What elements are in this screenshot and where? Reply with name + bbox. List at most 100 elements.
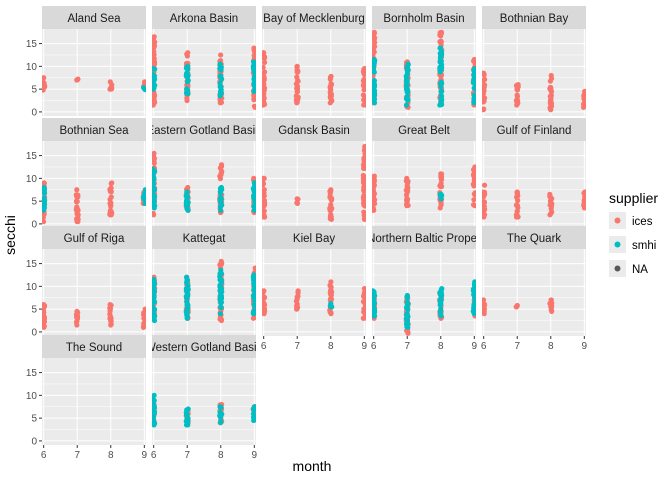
data-point-smhi (218, 76, 225, 82)
data-point-ices (328, 292, 334, 299)
data-point-ices (152, 154, 157, 161)
data-point-smhi (437, 311, 444, 317)
data-point-ices (107, 79, 113, 85)
data-point-ices (42, 301, 47, 308)
data-point-smhi (250, 63, 256, 69)
data-point-ices (438, 202, 444, 208)
data-point-ices (108, 212, 114, 218)
data-point-ices (482, 106, 486, 113)
data-point-ices (470, 172, 476, 178)
data-point-smhi (42, 184, 47, 191)
data-point-ices (328, 73, 334, 79)
data-point-ices (262, 300, 267, 306)
data-point-ices (361, 87, 366, 93)
data-point-ices (262, 175, 266, 181)
data-point-ices (74, 218, 80, 225)
x-tick-label: 6 (151, 450, 157, 461)
data-point-ices (372, 207, 376, 213)
data-point-smhi (218, 88, 224, 94)
data-point-ices (482, 77, 486, 83)
facet-title: The Sound (66, 342, 122, 354)
data-point-smhi (183, 274, 190, 280)
panel-background (42, 249, 146, 336)
x-tick-label: 9 (142, 450, 148, 461)
data-point-smhi (42, 196, 46, 202)
data-point-ices (471, 197, 476, 203)
data-point-ices (42, 323, 47, 329)
data-point-ices (295, 288, 301, 294)
data-point-ices (262, 59, 268, 66)
facet-gulf-of-riga: Gulf of Riga (42, 226, 146, 336)
data-point-ices (404, 175, 410, 181)
legend-key-ices (614, 217, 621, 224)
data-point-smhi (152, 166, 156, 172)
data-point-ices (372, 173, 377, 179)
data-point-ices (42, 75, 47, 81)
data-point-smhi (472, 66, 476, 72)
facet-strip (42, 226, 146, 249)
facet-strip (42, 118, 146, 141)
data-point-smhi (218, 267, 224, 274)
y-tick-label: 0 (31, 107, 37, 118)
y-axis-label: secchi (2, 215, 18, 255)
data-point-ices (262, 50, 267, 56)
x-tick-label: 6 (41, 450, 47, 461)
data-point-smhi (437, 45, 443, 51)
data-point-ices (152, 150, 157, 156)
facet-title: Gulf of Finland (497, 125, 572, 137)
y-tick-label: 0 (31, 327, 37, 338)
facet-title: Arkona Basin (170, 13, 238, 25)
facet-title: Gulf of Riga (64, 233, 125, 245)
data-point-ices (108, 188, 114, 194)
x-tick-label: 6 (481, 341, 487, 352)
data-point-ices (251, 45, 256, 51)
data-point-smhi (185, 78, 191, 84)
data-point-ices (294, 63, 300, 69)
data-point-ices (438, 184, 444, 190)
x-tick-label: 9 (472, 341, 478, 352)
data-point-ices (262, 181, 267, 187)
data-point-ices (372, 201, 376, 208)
data-point-ices (152, 34, 157, 40)
data-point-smhi (404, 301, 410, 307)
data-point-ices (482, 309, 487, 315)
data-point-ices (438, 38, 444, 44)
data-point-ices (547, 98, 554, 104)
facet-bothnian-sea: Bothnian Sea (42, 118, 146, 228)
data-point-ices (109, 180, 115, 186)
data-point-smhi (218, 199, 224, 206)
data-point-ices (251, 175, 256, 181)
legend-label: NA (632, 264, 648, 276)
data-point-smhi (438, 98, 445, 104)
data-point-ices (262, 187, 267, 193)
data-point-smhi (42, 204, 47, 210)
facet-northern-baltic-proper: Northern Baltic Proper (372, 226, 476, 336)
x-tick-label: 7 (184, 450, 190, 461)
facet-great-belt: Great Belt (372, 118, 476, 228)
facet-title: Great Belt (398, 125, 451, 137)
facet-title: Bornholm Basin (383, 13, 464, 25)
data-point-ices (262, 214, 268, 220)
x-tick-label: 8 (108, 450, 114, 461)
data-point-ices (404, 180, 411, 186)
data-point-ices (74, 314, 80, 320)
data-point-ices (294, 98, 300, 104)
data-point-ices (482, 205, 487, 211)
data-point-smhi (437, 302, 443, 308)
data-point-smhi (471, 85, 476, 91)
facet-strip (262, 118, 366, 141)
y-tick-label: 0 (31, 436, 37, 447)
data-point-ices (361, 155, 366, 161)
facet-bornholm-basin: Bornholm Basin (372, 6, 476, 116)
data-point-ices (472, 190, 476, 196)
data-point-ices (75, 194, 81, 200)
data-point-smhi (438, 54, 444, 60)
facet-title: Bothnian Sea (59, 125, 129, 137)
data-point-smhi (184, 205, 190, 212)
data-point-ices (361, 293, 366, 300)
facet-strip (482, 226, 586, 249)
y-tick-label: 5 (31, 197, 37, 208)
data-point-smhi (152, 85, 157, 91)
x-tick-label: 9 (582, 341, 588, 352)
data-point-ices (74, 318, 80, 324)
